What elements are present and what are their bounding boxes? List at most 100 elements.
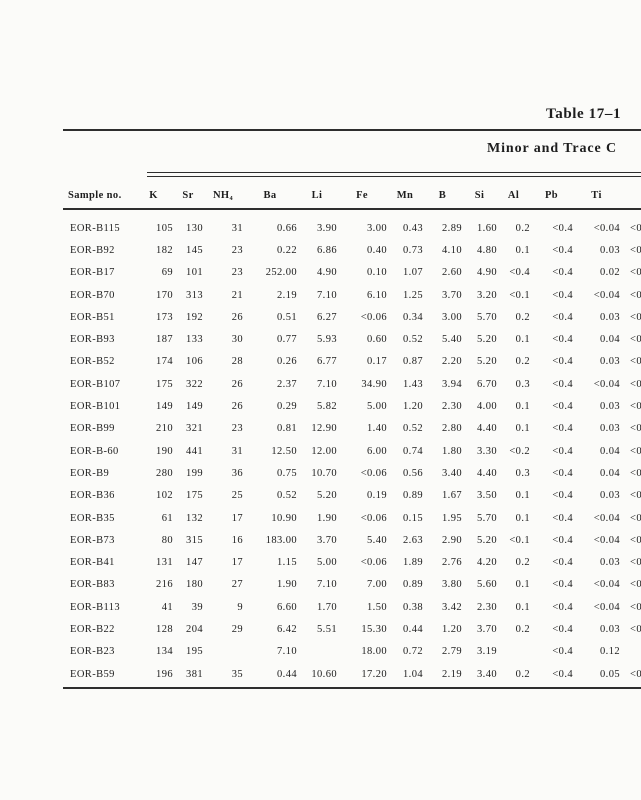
sample-cell: EOR-B115 <box>70 222 121 234</box>
value-cell: 6.42 <box>277 623 297 635</box>
value-cell: 6.00 <box>367 445 387 457</box>
value-cell: 1.25 <box>403 289 423 301</box>
table-row: EOR-B17 69 101 23 252.00 4.90 0.10 1.07 2.60 4.90… <box>36 262 641 284</box>
value-cell: 0.03 <box>600 356 620 368</box>
value-cell: 23 <box>231 267 243 279</box>
sample-cell: EOR-B-60 <box>70 445 119 457</box>
value-cell: <0.1 <box>509 534 530 546</box>
value-cell: 0.43 <box>403 222 423 234</box>
value-cell: 0.12 <box>600 646 620 658</box>
table-row: EOR-B70 170 313 21 2.19 7.10 6.10 1.25 3.70 3.20 <… <box>36 284 641 306</box>
value-cell: 149 <box>186 401 203 413</box>
value-cell: 133 <box>186 334 203 346</box>
value-cell: <0 <box>630 356 641 368</box>
value-cell: <0 <box>630 467 641 479</box>
value-cell: 134 <box>156 646 173 658</box>
value-cell: 0.40 <box>367 244 387 256</box>
value-cell: 0.26 <box>277 356 297 368</box>
value-cell: 1.60 <box>477 222 497 234</box>
value-cell: 4.40 <box>477 467 497 479</box>
value-cell: <0 <box>630 490 641 502</box>
table-subtitle: Minor and Trace C <box>487 141 618 156</box>
column-header: Ti <box>591 189 602 201</box>
value-cell: 0.2 <box>515 557 530 569</box>
value-cell: <0.2 <box>509 445 530 457</box>
value-cell: 2.89 <box>442 222 462 234</box>
value-cell: <0.04 <box>593 222 620 234</box>
value-cell: 147 <box>186 557 203 569</box>
value-cell: 1.20 <box>403 401 423 413</box>
sample-cell: EOR-B36 <box>70 490 115 502</box>
value-cell: <0.4 <box>552 623 573 635</box>
value-cell: 0.1 <box>515 401 530 413</box>
value-cell: 5.93 <box>317 334 337 346</box>
table-row: EOR-B115 105 130 31 0.66 3.90 3.00 0.43 2.89 1.60… <box>36 208 641 239</box>
column-header: Si <box>474 189 485 201</box>
value-cell: 0.1 <box>515 512 530 524</box>
value-cell: 41 <box>161 601 173 613</box>
value-cell: 3.00 <box>367 222 387 234</box>
value-cell: <0.4 <box>552 311 573 323</box>
value-cell: 31 <box>231 222 243 234</box>
value-cell: 5.20 <box>477 356 497 368</box>
value-cell: 2.90 <box>442 534 462 546</box>
value-cell: <0.4 <box>552 512 573 524</box>
value-cell: 2.79 <box>442 646 462 658</box>
value-cell: <0.4 <box>552 579 573 591</box>
value-cell: 0.52 <box>403 334 423 346</box>
column-header: B <box>438 189 447 201</box>
page-title: Table 17–1 <box>546 106 622 122</box>
value-cell <box>497 641 530 663</box>
value-cell: 0.03 <box>600 311 620 323</box>
value-cell: 313 <box>186 289 203 301</box>
value-cell: <0.04 <box>593 601 620 613</box>
value-cell: 5.40 <box>367 534 387 546</box>
table-row: EOR-B51 173 192 26 0.51 6.27 <0.06 0.34 3.00 5.70… <box>36 306 641 328</box>
value-cell: 2.63 <box>403 534 423 546</box>
value-cell: <0 <box>630 623 641 635</box>
value-cell: 18.00 <box>361 646 387 658</box>
sample-cell: EOR-B52 <box>70 356 115 368</box>
table-row: EOR-B-60 190 441 31 12.50 12.00 6.00 0.74 1.80 3.… <box>36 440 641 462</box>
value-cell: 0.04 <box>600 445 620 457</box>
value-cell: 0.03 <box>600 557 620 569</box>
value-cell: 210 <box>156 423 173 435</box>
value-cell: 183.00 <box>265 534 297 546</box>
header-rule <box>63 208 641 210</box>
value-cell: 0.2 <box>515 222 530 234</box>
value-cell: 6.60 <box>277 601 297 613</box>
value-cell: 5.70 <box>477 512 497 524</box>
value-cell: 0.77 <box>277 334 297 346</box>
value-cell: 17 <box>231 557 243 569</box>
value-cell: 105 <box>156 222 173 234</box>
value-cell: 4.10 <box>442 244 462 256</box>
value-cell: <0 <box>630 668 641 680</box>
value-cell: 6.86 <box>317 244 337 256</box>
column-header: Li <box>311 189 323 201</box>
value-cell: 102 <box>156 490 173 502</box>
value-cell: 0.81 <box>277 423 297 435</box>
value-cell: <0.04 <box>593 289 620 301</box>
value-cell: 17.20 <box>361 668 387 680</box>
value-cell: 1.07 <box>403 267 423 279</box>
column-header: K <box>149 189 158 201</box>
value-cell: 0.03 <box>600 401 620 413</box>
value-cell: 7.10 <box>317 579 337 591</box>
value-cell: 12.00 <box>311 445 337 457</box>
bottom-rule <box>63 687 641 690</box>
column-header: Fe <box>356 189 368 201</box>
table-row: EOR-B101 149 149 26 0.29 5.82 5.00 1.20 2.30 4.00… <box>36 395 641 417</box>
sample-cell: EOR-B59 <box>70 668 115 680</box>
value-cell: <0.4 <box>552 445 573 457</box>
value-cell: 16 <box>231 534 243 546</box>
value-cell: 199 <box>186 467 203 479</box>
value-cell: 26 <box>231 311 243 323</box>
sample-cell: EOR-B51 <box>70 311 115 323</box>
value-cell: 3.00 <box>442 311 462 323</box>
value-cell: 5.20 <box>317 490 337 502</box>
value-cell: 1.50 <box>367 601 387 613</box>
value-cell: <0.4 <box>509 267 530 279</box>
value-cell: 1.67 <box>442 490 462 502</box>
value-cell: 31 <box>231 445 243 457</box>
value-cell: 5.40 <box>442 334 462 346</box>
